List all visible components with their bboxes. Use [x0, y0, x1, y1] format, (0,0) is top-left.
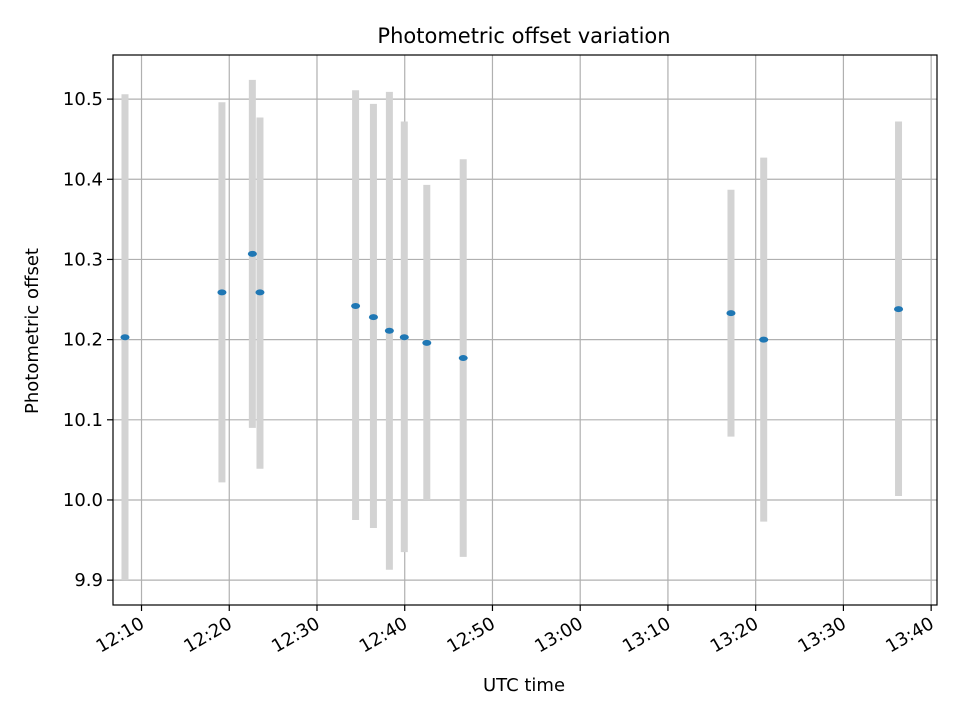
y-axis-label: Photometric offset — [22, 248, 43, 414]
y-tick-label: 10.1 — [63, 410, 103, 431]
data-point — [458, 355, 468, 362]
x-tick-label: 13:30 — [794, 613, 849, 657]
x-tick-label: 12:50 — [444, 613, 499, 657]
x-tick-label: 12:30 — [268, 613, 323, 657]
grid-layer — [113, 55, 937, 605]
data-point — [894, 306, 904, 313]
data-point — [759, 336, 769, 343]
plot-frame — [112, 54, 938, 606]
y-tick-label: 10.0 — [63, 490, 103, 511]
point-layer — [120, 250, 904, 362]
data-point — [351, 302, 361, 309]
x-tick-label: 13:40 — [882, 613, 937, 657]
data-point — [217, 289, 227, 296]
x-tick-label: 13:20 — [707, 613, 762, 657]
data-point — [399, 334, 409, 341]
chart-title: Photometric offset variation — [377, 24, 670, 48]
x-tick-label: 13:00 — [531, 613, 586, 657]
x-tick-label: 12:20 — [180, 613, 235, 657]
data-point — [384, 327, 394, 334]
data-point — [255, 289, 265, 296]
data-point — [726, 310, 736, 317]
y-tick-label: 10.2 — [63, 330, 103, 351]
data-point — [368, 314, 378, 321]
y-tick-label: 9.9 — [74, 570, 103, 591]
errorbar-layer — [121, 79, 903, 581]
x-tick-label: 12:10 — [93, 613, 148, 657]
data-point — [120, 334, 130, 341]
y-tick-label: 10.5 — [63, 89, 103, 110]
x-tick-label: 12:40 — [356, 613, 411, 657]
x-tick-label: 13:10 — [619, 613, 674, 657]
x-axis-label: UTC time — [483, 675, 565, 696]
data-point — [247, 250, 257, 257]
tick-layer: 12:10 12:20 12:30 12:40 12:50 13:00 13:10 13:20… — [63, 89, 938, 657]
y-tick-label: 10.4 — [63, 169, 103, 190]
y-tick-label: 10.3 — [63, 249, 103, 270]
data-point — [422, 339, 432, 346]
